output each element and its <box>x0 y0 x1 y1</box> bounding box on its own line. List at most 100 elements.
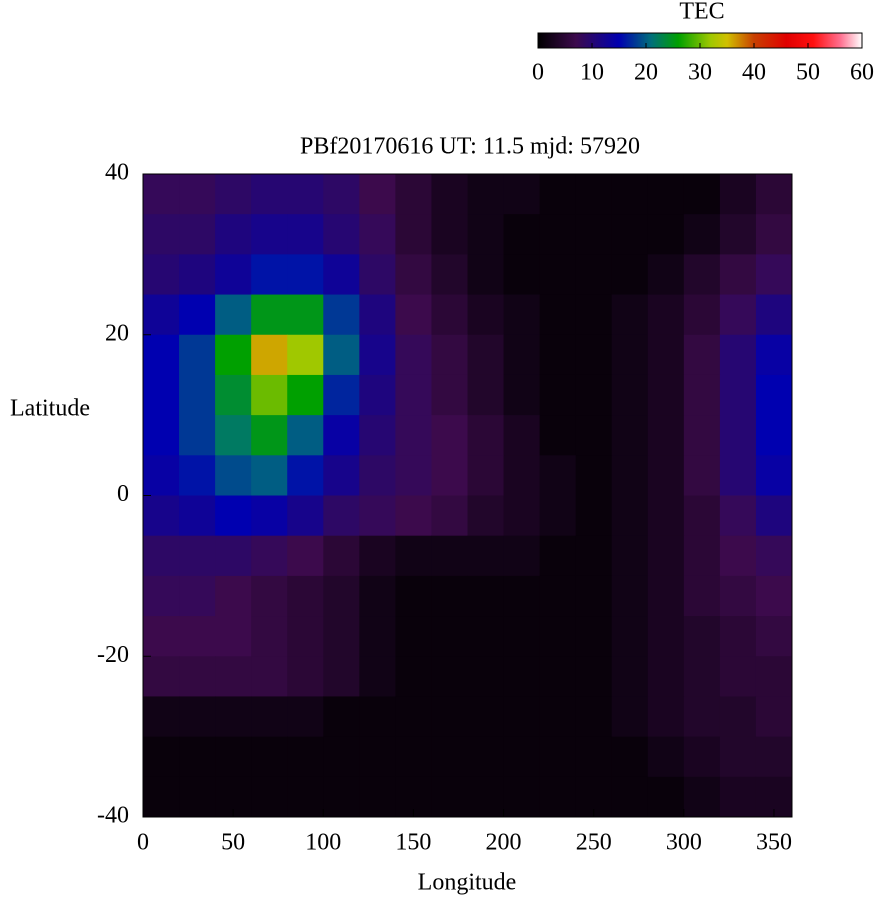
heatmap-cell <box>755 616 793 657</box>
x-tick-label: 50 <box>221 830 245 856</box>
heatmap-cell <box>503 214 541 255</box>
heatmap-cell <box>431 696 468 738</box>
heatmap-cell <box>539 535 577 577</box>
heatmap-cell <box>719 214 757 255</box>
heatmap-cell <box>143 214 180 255</box>
heatmap-cell <box>143 495 180 537</box>
heatmap-cell <box>359 696 396 738</box>
heatmap-cell <box>215 575 252 617</box>
heatmap-cell <box>467 696 505 738</box>
heatmap-cell <box>539 334 577 376</box>
heatmap-cell <box>683 415 721 456</box>
heatmap-cell <box>719 374 757 416</box>
heatmap-cell <box>143 174 180 215</box>
heatmap-cell <box>647 616 685 657</box>
colorbar-tick-label: 30 <box>688 60 712 86</box>
heatmap-cell <box>215 174 252 215</box>
heatmap-cell <box>287 736 324 778</box>
heatmap-cell <box>503 535 541 577</box>
heatmap-cell <box>719 535 757 577</box>
heatmap-cell <box>503 736 541 778</box>
heatmap-cell <box>179 696 216 738</box>
heatmap-cell <box>719 294 757 336</box>
heatmap-cell <box>647 696 685 738</box>
heatmap-cell <box>683 214 721 255</box>
heatmap-cell <box>755 575 793 617</box>
heatmap-cell <box>359 174 396 215</box>
heatmap-cell <box>251 656 288 697</box>
heatmap-cell <box>251 575 288 617</box>
heatmap-cell <box>359 575 396 617</box>
heatmap-cell <box>323 294 360 336</box>
heatmap-cell <box>251 374 288 416</box>
heatmap-cell <box>287 254 324 296</box>
heatmap-cell <box>251 776 288 818</box>
heatmap-cell <box>683 656 721 697</box>
heatmap-cell <box>251 334 288 376</box>
heatmap-cell <box>179 616 216 657</box>
heatmap-cell <box>143 415 180 456</box>
heatmap-cell <box>143 374 180 416</box>
heatmap-cell <box>431 174 468 215</box>
heatmap-cell <box>755 374 793 416</box>
heatmap-cell <box>503 334 541 376</box>
heatmap-cell <box>179 294 216 336</box>
heatmap-cell <box>719 415 757 456</box>
heatmap-cell <box>395 616 432 657</box>
chart-title: PBf20170616 UT: 11.5 mjd: 57920 <box>300 134 640 160</box>
heatmap-cell <box>575 174 613 215</box>
x-tick-label: 0 <box>137 830 149 856</box>
heatmap-cell <box>359 616 396 657</box>
heatmap-cell <box>287 696 324 738</box>
heatmap-cell <box>359 214 396 255</box>
heatmap-cell <box>323 415 360 456</box>
heatmap-cell <box>467 616 505 657</box>
heatmap-cell <box>719 254 757 296</box>
x-tick-label: 300 <box>666 830 702 856</box>
heatmap-cell <box>575 696 613 738</box>
heatmap-cell <box>251 415 288 456</box>
heatmap-cell <box>251 214 288 255</box>
heatmap-cell <box>359 776 396 818</box>
heatmap-cell <box>683 254 721 296</box>
heatmap-cell <box>359 535 396 577</box>
heatmap-cell <box>647 294 685 336</box>
heatmap-cell <box>431 736 468 778</box>
heatmap-cell <box>719 776 757 818</box>
heatmap-cell <box>215 415 252 456</box>
heatmap-cell <box>359 656 396 697</box>
heatmap-cell <box>755 174 793 215</box>
heatmap-cell <box>575 214 613 255</box>
heatmap-cell <box>503 575 541 617</box>
heatmap-cell <box>359 736 396 778</box>
heatmap-cell <box>575 334 613 376</box>
heatmap-cell <box>503 415 541 456</box>
heatmap-cell <box>215 616 252 657</box>
heatmap-cell <box>719 334 757 376</box>
colorbar-tick-label: 0 <box>532 60 544 86</box>
heatmap-cell <box>719 495 757 537</box>
heatmap-cell <box>251 294 288 336</box>
heatmap-cell <box>611 455 649 496</box>
heatmap-cell <box>143 455 180 496</box>
heatmap-cell <box>143 616 180 657</box>
heatmap-cell <box>647 174 685 215</box>
heatmap-cell <box>287 776 324 818</box>
heatmap-cell <box>575 455 613 496</box>
heatmap-cell <box>683 174 721 215</box>
heatmap-cell <box>611 294 649 336</box>
heatmap-cell <box>503 696 541 738</box>
heatmap-cell <box>395 455 432 496</box>
heatmap-cell <box>467 415 505 456</box>
heatmap-cell <box>179 495 216 537</box>
heatmap-cell <box>611 696 649 738</box>
heatmap-cell <box>467 174 505 215</box>
heatmap-cell <box>611 374 649 416</box>
heatmap-cell <box>647 535 685 577</box>
heatmap-cell <box>539 415 577 456</box>
y-tick-label: -40 <box>97 803 129 829</box>
heatmap-cell <box>503 294 541 336</box>
heatmap-cell <box>575 374 613 416</box>
heatmap-cell <box>323 776 360 818</box>
